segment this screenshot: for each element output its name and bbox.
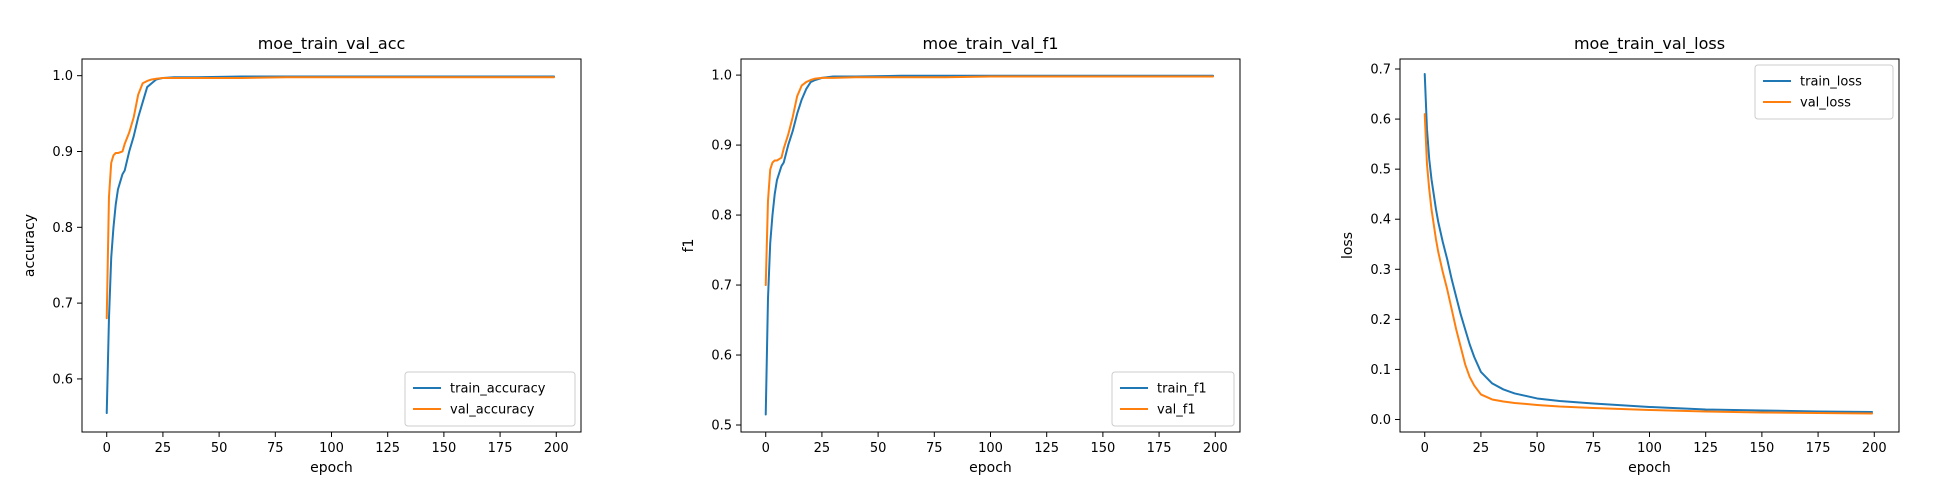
y-tick-label: 0.5: [1370, 163, 1391, 178]
y-axis-label: loss: [1340, 232, 1356, 259]
y-tick-label: 1.0: [711, 69, 732, 84]
chart-0: 0 25 50 75 100 125 150 175 200 0.6 0.7 0.8 0.9 1.0 moe…: [22, 34, 582, 476]
x-tick-label: 50: [1529, 441, 1546, 456]
y-tick-label: 0.6: [52, 372, 73, 387]
y-tick-label: 0.6: [1370, 113, 1391, 128]
chart-2: 0 25 50 75 100 125 150 175 200 0.0 0.1 0.2 0.3 0.4 0.5…: [1340, 34, 1900, 476]
y-tick-label: 0.4: [1370, 213, 1391, 228]
series-line-val_accuracy: [105, 76, 556, 320]
series-line-train_loss: [1423, 73, 1874, 413]
x-tick-label: 150: [431, 441, 456, 456]
x-tick-label: 0: [103, 441, 111, 456]
series-line-train_f1: [764, 74, 1215, 416]
y-tick-label: 0.7: [1370, 63, 1391, 78]
legend: train_loss val_loss: [1754, 64, 1894, 120]
x-tick-label: 125: [1034, 441, 1059, 456]
x-tick-label: 175: [488, 441, 513, 456]
chart-title: moe_train_val_acc: [258, 34, 406, 54]
y-tick-label: 0.5: [711, 419, 732, 434]
series-line-val_f1: [764, 75, 1215, 287]
legend-label: train_accuracy: [450, 382, 546, 397]
x-axis-label: epoch: [969, 460, 1012, 476]
legend-box: [404, 371, 576, 427]
x-tick-label: 175: [1147, 441, 1172, 456]
x-tick-label: 150: [1090, 441, 1115, 456]
legend-label: train_loss: [1800, 75, 1862, 90]
legend-label: val_accuracy: [450, 403, 535, 418]
x-tick-label: 50: [211, 441, 228, 456]
y-tick-label: 0.9: [711, 139, 732, 154]
y-tick-label: 0.0: [1370, 413, 1391, 428]
y-tick-label: 0.1: [1370, 363, 1391, 378]
x-tick-label: 200: [544, 441, 569, 456]
x-tick-label: 75: [267, 441, 284, 456]
chart-title: moe_train_val_loss: [1574, 34, 1725, 54]
y-tick-label: 0.8: [711, 209, 732, 224]
chart-title: moe_train_val_f1: [923, 34, 1059, 54]
x-axis-label: epoch: [1628, 460, 1671, 476]
x-tick-label: 150: [1749, 441, 1774, 456]
legend-box: [1754, 64, 1894, 120]
legend: train_f1 val_f1: [1111, 371, 1235, 427]
y-axis-label: accuracy: [22, 214, 38, 277]
y-tick-label: 0.7: [711, 279, 732, 294]
x-tick-label: 175: [1806, 441, 1831, 456]
y-tick-label: 0.3: [1370, 263, 1391, 278]
x-tick-label: 25: [1473, 441, 1490, 456]
legend-label: train_f1: [1157, 382, 1207, 397]
legend: train_accuracy val_accuracy: [404, 371, 576, 427]
x-tick-label: 0: [1421, 441, 1429, 456]
x-axis-label: epoch: [310, 460, 353, 476]
x-tick-label: 75: [1585, 441, 1602, 456]
x-tick-label: 25: [155, 441, 172, 456]
y-tick-label: 0.2: [1370, 313, 1391, 328]
x-tick-label: 75: [926, 441, 943, 456]
x-tick-label: 200: [1203, 441, 1228, 456]
x-tick-label: 100: [319, 441, 344, 456]
x-tick-label: 125: [1693, 441, 1718, 456]
legend-label: val_f1: [1157, 403, 1196, 418]
x-tick-label: 0: [762, 441, 770, 456]
x-tick-label: 25: [814, 441, 831, 456]
legend-label: val_loss: [1800, 96, 1851, 111]
y-axis-label: f1: [681, 239, 697, 253]
y-tick-label: 0.7: [52, 297, 73, 312]
x-tick-label: 125: [375, 441, 400, 456]
x-tick-label: 100: [1637, 441, 1662, 456]
chart-1: 0 25 50 75 100 125 150 175 200 0.5 0.6 0.7 0.8 0.9 1.0…: [681, 34, 1241, 476]
series-line-train_accuracy: [105, 75, 556, 415]
series-line-val_loss: [1423, 113, 1874, 415]
y-tick-label: 0.9: [52, 145, 73, 160]
x-tick-label: 200: [1862, 441, 1887, 456]
x-tick-label: 100: [978, 441, 1003, 456]
y-tick-label: 1.0: [52, 69, 73, 84]
y-tick-label: 0.6: [711, 349, 732, 364]
legend-box: [1111, 371, 1235, 427]
y-tick-label: 0.8: [52, 221, 73, 236]
x-tick-label: 50: [870, 441, 887, 456]
